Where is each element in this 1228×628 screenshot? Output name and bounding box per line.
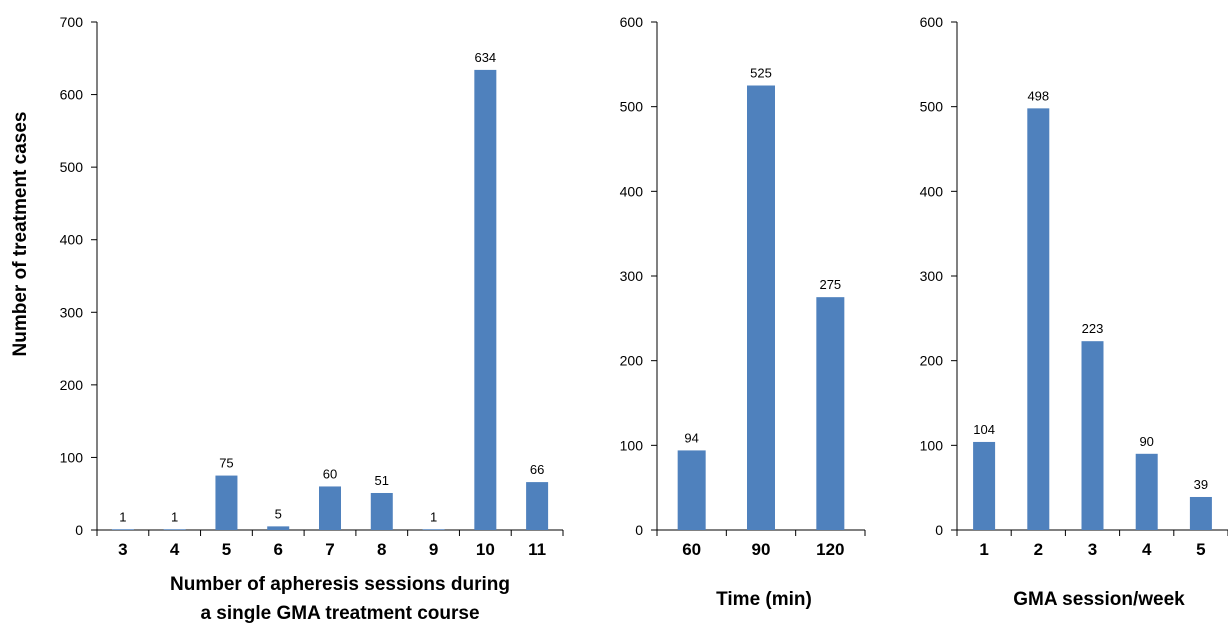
y-tick-label: 200: [620, 353, 644, 369]
chart1-x-axis-title: a single GMA treatment course: [200, 603, 479, 624]
y-tick-label: 500: [60, 159, 84, 175]
data-label: 1: [119, 509, 126, 524]
data-label: 104: [973, 422, 995, 437]
y-tick-label: 400: [620, 183, 644, 199]
data-label: 1: [171, 509, 178, 524]
y-tick-label: 200: [60, 377, 84, 393]
data-label: 66: [530, 462, 544, 477]
x-tick-label: 4: [170, 540, 180, 559]
bar-1: [973, 441, 996, 530]
data-label: 634: [474, 50, 496, 65]
data-label: 1: [430, 509, 437, 524]
bar-2: [1027, 108, 1050, 531]
bar-3: [1081, 341, 1104, 530]
bar-9: [422, 529, 445, 530]
y-tick-label: 100: [920, 437, 944, 453]
data-label: 275: [819, 277, 841, 292]
data-label: 75: [219, 456, 233, 471]
data-label: 223: [1082, 321, 1104, 336]
y-axis-title: Number of treatment cases: [10, 112, 31, 357]
y-tick-label: 400: [60, 232, 84, 248]
bar-90: [747, 85, 775, 530]
chart2-x-axis-title: Time (min): [716, 589, 812, 610]
bar-8: [370, 492, 393, 530]
y-tick-label: 600: [60, 87, 84, 103]
y-tick-label: 600: [620, 14, 644, 30]
x-tick-label: 4: [1142, 540, 1152, 559]
bar-7: [319, 486, 341, 530]
x-tick-label: 9: [429, 540, 438, 559]
bar-4: [1135, 453, 1158, 530]
x-tick-label: 3: [118, 540, 127, 559]
data-label: 5: [275, 506, 282, 521]
y-tick-label: 300: [920, 268, 944, 284]
data-label: 60: [323, 466, 337, 481]
data-label: 525: [750, 66, 772, 81]
bar-5: [1189, 496, 1212, 530]
x-tick-label: 5: [222, 540, 231, 559]
y-tick-label: 500: [620, 99, 644, 115]
x-tick-label: 3: [1088, 540, 1097, 559]
data-label: 94: [684, 430, 698, 445]
bar-6: [267, 526, 290, 530]
bar-11: [526, 482, 549, 530]
chart3-x-axis-title: GMA session/week: [1013, 589, 1185, 610]
bar-3: [111, 529, 134, 530]
y-tick-label: 300: [620, 268, 644, 284]
x-tick-label: 6: [273, 540, 282, 559]
y-tick-label: 200: [920, 353, 944, 369]
x-tick-label: 60: [682, 540, 701, 559]
y-tick-label: 0: [935, 522, 943, 538]
x-tick-label: 8: [377, 540, 386, 559]
x-tick-label: 10: [476, 540, 495, 559]
x-tick-label: 1: [979, 540, 988, 559]
y-tick-label: 100: [60, 449, 84, 465]
bar-120: [816, 297, 845, 530]
data-label: 51: [375, 473, 389, 488]
y-tick-label: 600: [920, 14, 944, 30]
data-label: 90: [1139, 434, 1153, 449]
y-tick-label: 300: [60, 304, 84, 320]
bar-4: [163, 529, 186, 530]
bar-60: [677, 450, 706, 530]
x-tick-label: 7: [325, 540, 334, 559]
y-tick-label: 500: [920, 99, 944, 115]
data-label: 498: [1027, 88, 1049, 103]
data-label: 39: [1194, 477, 1208, 492]
x-tick-label: 120: [816, 540, 844, 559]
x-tick-label: 2: [1034, 540, 1043, 559]
x-tick-label: 5: [1196, 540, 1205, 559]
chart1-x-axis-title: Number of apheresis sessions during: [170, 574, 510, 595]
y-tick-label: 100: [620, 437, 644, 453]
y-tick-label: 700: [60, 14, 84, 30]
y-tick-label: 0: [75, 522, 83, 538]
bar-5: [215, 475, 238, 530]
x-tick-label: 11: [528, 540, 546, 559]
y-tick-label: 400: [920, 183, 944, 199]
bar-10: [474, 69, 497, 530]
x-tick-label: 90: [752, 540, 771, 559]
y-tick-label: 0: [635, 522, 643, 538]
